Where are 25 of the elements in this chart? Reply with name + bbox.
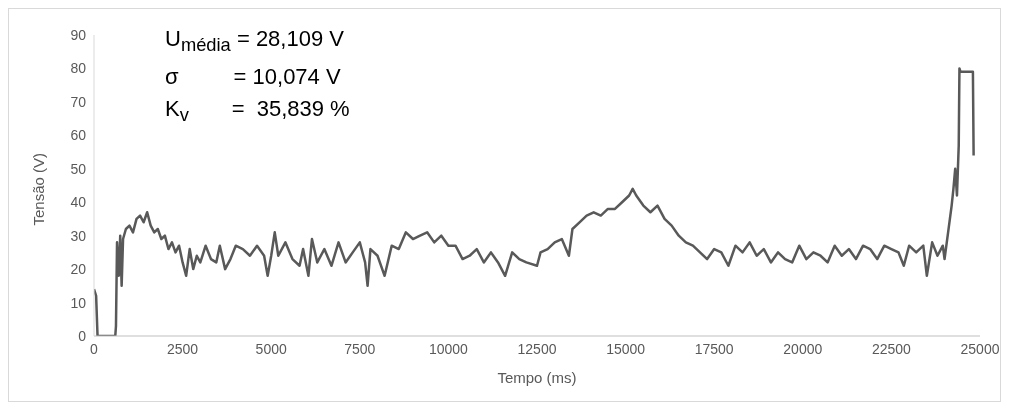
x-tick-label: 20000 (783, 340, 823, 357)
x-tick-label: 7500 (344, 340, 376, 357)
x-axis-title: Tempo (ms) (497, 369, 577, 386)
x-tick-label: 5000 (255, 340, 287, 357)
x-tick-label: 15000 (606, 340, 646, 357)
x-tick-label: 10000 (428, 340, 469, 357)
x-tick-label: 25000 (960, 340, 1000, 357)
y-tick-label: 70 (70, 93, 87, 110)
y-tick-label: 30 (70, 227, 87, 244)
x-tick-label: 12500 (517, 340, 557, 357)
x-tick-label: 17500 (694, 340, 734, 357)
y-axis-title: Tensão (V) (30, 152, 48, 226)
x-tick-label: 0 (90, 340, 99, 357)
line-series (94, 67, 975, 336)
y-tick-label: 40 (70, 194, 87, 211)
y-tick-label: 80 (70, 60, 87, 77)
y-tick-label: 0 (78, 327, 87, 344)
x-tick-label: 2500 (167, 340, 199, 357)
y-tick-label: 90 (70, 26, 87, 43)
statistics-text: U$_{média}$ = 28,109 V σ = 10,074 V K$_{v}$ = 35,839 % (165, 25, 350, 128)
y-tick-label: 20 (70, 261, 87, 278)
x-tick-label: 22500 (871, 340, 912, 357)
y-tick-label: 50 (70, 160, 87, 177)
y-tick-label: 10 (70, 294, 87, 311)
y-tick-label: 60 (70, 127, 87, 144)
